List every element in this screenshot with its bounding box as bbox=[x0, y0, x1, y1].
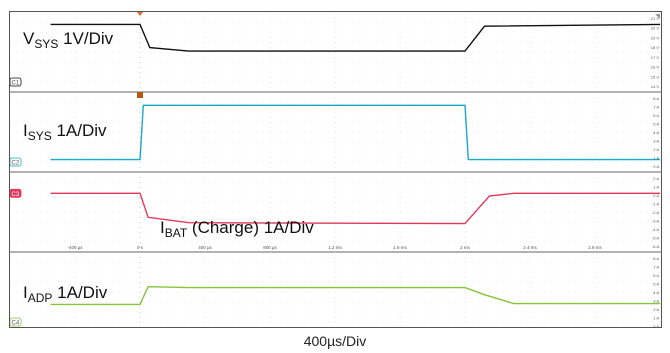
scale-tick-label: 17 V bbox=[651, 55, 660, 60]
scale-tick-label: -3 A bbox=[652, 219, 659, 224]
scale-tick-label: 2 A bbox=[653, 307, 659, 312]
scale-tick-label: 14 V bbox=[651, 84, 660, 89]
vsys-label: VSYS 1V/Div bbox=[23, 30, 113, 50]
svg-text:C1: C1 bbox=[12, 81, 20, 87]
scale-tick-label: 19 V bbox=[651, 35, 660, 40]
channel-badge-c3: C3 bbox=[10, 188, 22, 198]
scale-tick-label: 21 V bbox=[651, 16, 660, 21]
time-tick-label: 2 ms bbox=[460, 245, 471, 250]
svg-text:C3: C3 bbox=[12, 192, 20, 198]
scale-tick-label: 3 A bbox=[653, 139, 659, 144]
svg-text:C2: C2 bbox=[12, 161, 20, 167]
scale-tick-label: -1 A bbox=[652, 202, 659, 207]
time-tick-label: 1.6 ms bbox=[393, 245, 407, 250]
isys-label: ISYS 1A/Div bbox=[23, 122, 107, 142]
scale-tick-label: -4 A bbox=[652, 227, 659, 232]
scale-tick-label: 5 A bbox=[653, 122, 659, 127]
scale-tick-label: 6 A bbox=[653, 273, 659, 278]
scale-tick-label: 18 V bbox=[651, 45, 660, 50]
iadp-label: IADP 1A/Div bbox=[23, 284, 107, 304]
svg-text:C4: C4 bbox=[12, 321, 20, 327]
scale-tick-label: 8 A bbox=[653, 96, 659, 101]
vsys-label-main: V bbox=[23, 29, 35, 48]
time-tick-label: -400 µs bbox=[67, 245, 83, 250]
isys-label-tail: 1A/Div bbox=[51, 121, 107, 140]
trigger-marker bbox=[137, 12, 143, 16]
channel-badge-c1: C1 bbox=[10, 77, 22, 87]
scale-tick-label: 3 A bbox=[653, 299, 659, 304]
trace-c4 bbox=[50, 285, 660, 306]
scale-tick-label: 0 A bbox=[653, 193, 659, 198]
vsys-label-sub: SYS bbox=[34, 37, 59, 51]
time-per-division-label: 400µs/Div bbox=[303, 333, 367, 349]
channel-badge-c2: C2 bbox=[10, 157, 22, 167]
ibat-label: IBAT (Charge) 1A/Div bbox=[160, 219, 314, 239]
time-tick-label: 1.2 ms bbox=[328, 245, 342, 250]
scale-tick-label: 0 A bbox=[653, 164, 659, 169]
time-tick-label: 0 s bbox=[137, 245, 144, 250]
trace-c3 bbox=[50, 192, 660, 225]
scale-tick-label: 1 A bbox=[653, 185, 659, 190]
scale-tick-label: -6 A bbox=[652, 244, 659, 249]
vsys-label-tail: 1V/Div bbox=[58, 29, 114, 48]
ibat-label-sub: BAT bbox=[164, 226, 188, 240]
scale-tick-label: 8 A bbox=[653, 256, 659, 261]
scale-tick-label: 5 A bbox=[653, 282, 659, 287]
scale-tick-label: -2 A bbox=[652, 210, 659, 215]
scale-tick-label: 20 V bbox=[651, 26, 660, 31]
channel-marker bbox=[137, 92, 143, 98]
time-tick-label: 2.4 ms bbox=[523, 245, 537, 250]
trace-c2 bbox=[50, 104, 660, 161]
scale-tick-label: 4 A bbox=[653, 130, 659, 135]
trigger-level-marker bbox=[655, 14, 660, 19]
scale-tick-label: 6 A bbox=[653, 113, 659, 118]
time-tick-label: 800 µs bbox=[263, 245, 277, 250]
scale-tick-label: 2 A bbox=[653, 176, 659, 181]
time-tick-label: 2.8 ms bbox=[588, 245, 602, 250]
isys-label-main: I bbox=[23, 121, 28, 140]
scale-tick-label: 0 A bbox=[653, 324, 659, 327]
ibat-label-tail: (Charge) 1A/Div bbox=[187, 218, 314, 237]
scale-tick-label: 4 A bbox=[653, 290, 659, 295]
scale-tick-label: 7 A bbox=[653, 265, 659, 270]
iadp-label-tail: 1A/Div bbox=[52, 283, 108, 302]
oscilloscope-display: C1 21 V 20 V 19 V 18 V 17 V 16 V 15 V 14 V C2 8 A 7… bbox=[9, 11, 662, 328]
scale-tick-label: 2 A bbox=[653, 147, 659, 152]
scale-tick-label: 15 V bbox=[651, 74, 660, 79]
isys-label-sub: SYS bbox=[27, 129, 52, 143]
channel-badge-c4: C4 bbox=[10, 317, 22, 327]
trace-c1 bbox=[50, 23, 661, 52]
time-tick-label: 400 µs bbox=[198, 245, 212, 250]
scale-tick-label: 7 A bbox=[653, 105, 659, 110]
iadp-label-sub: ADP bbox=[27, 291, 53, 305]
scale-tick-label: -5 A bbox=[652, 236, 659, 241]
scale-tick-label: 1 A bbox=[653, 316, 659, 321]
scale-tick-label: 1 A bbox=[653, 156, 659, 161]
ibat-label-main: I bbox=[160, 218, 165, 237]
waveform-plot: C1 21 V 20 V 19 V 18 V 17 V 16 V 15 V 14 V C2 8 A 7… bbox=[10, 12, 661, 327]
iadp-label-main: I bbox=[23, 283, 28, 302]
scale-tick-label: 16 V bbox=[651, 65, 660, 70]
